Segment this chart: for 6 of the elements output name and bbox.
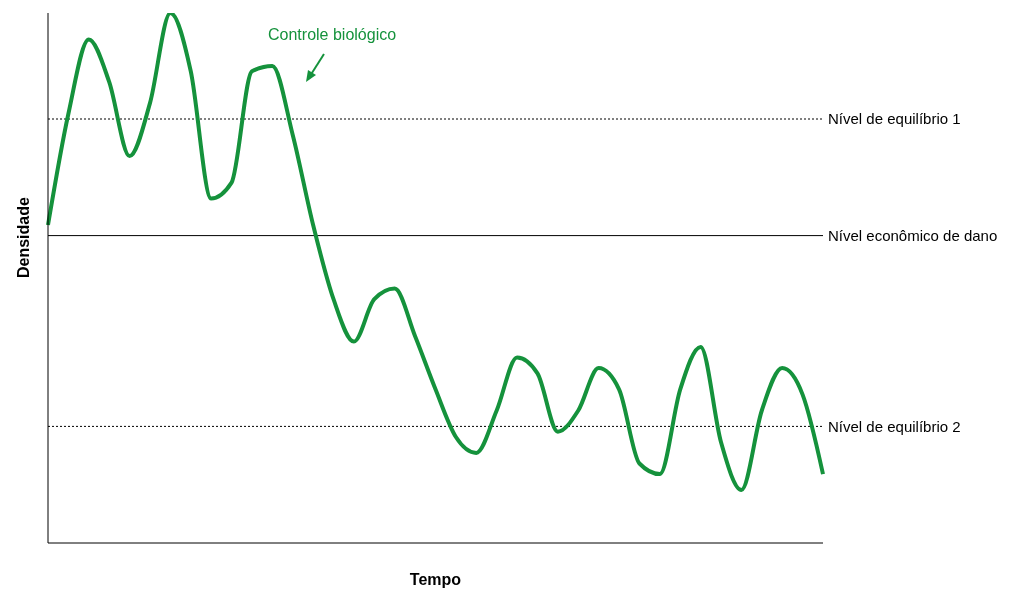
x-axis-title: Tempo: [409, 571, 462, 588]
y-axis-title: Densidade: [14, 196, 32, 278]
ref-line-label: Nível de equilíbrio 2: [828, 417, 961, 435]
annotation: Controle biológico: [268, 26, 397, 44]
ref-line-label: Nível econômico de dano: [828, 226, 998, 244]
ref-line-label: Nível de equilíbrio 1: [828, 110, 961, 128]
